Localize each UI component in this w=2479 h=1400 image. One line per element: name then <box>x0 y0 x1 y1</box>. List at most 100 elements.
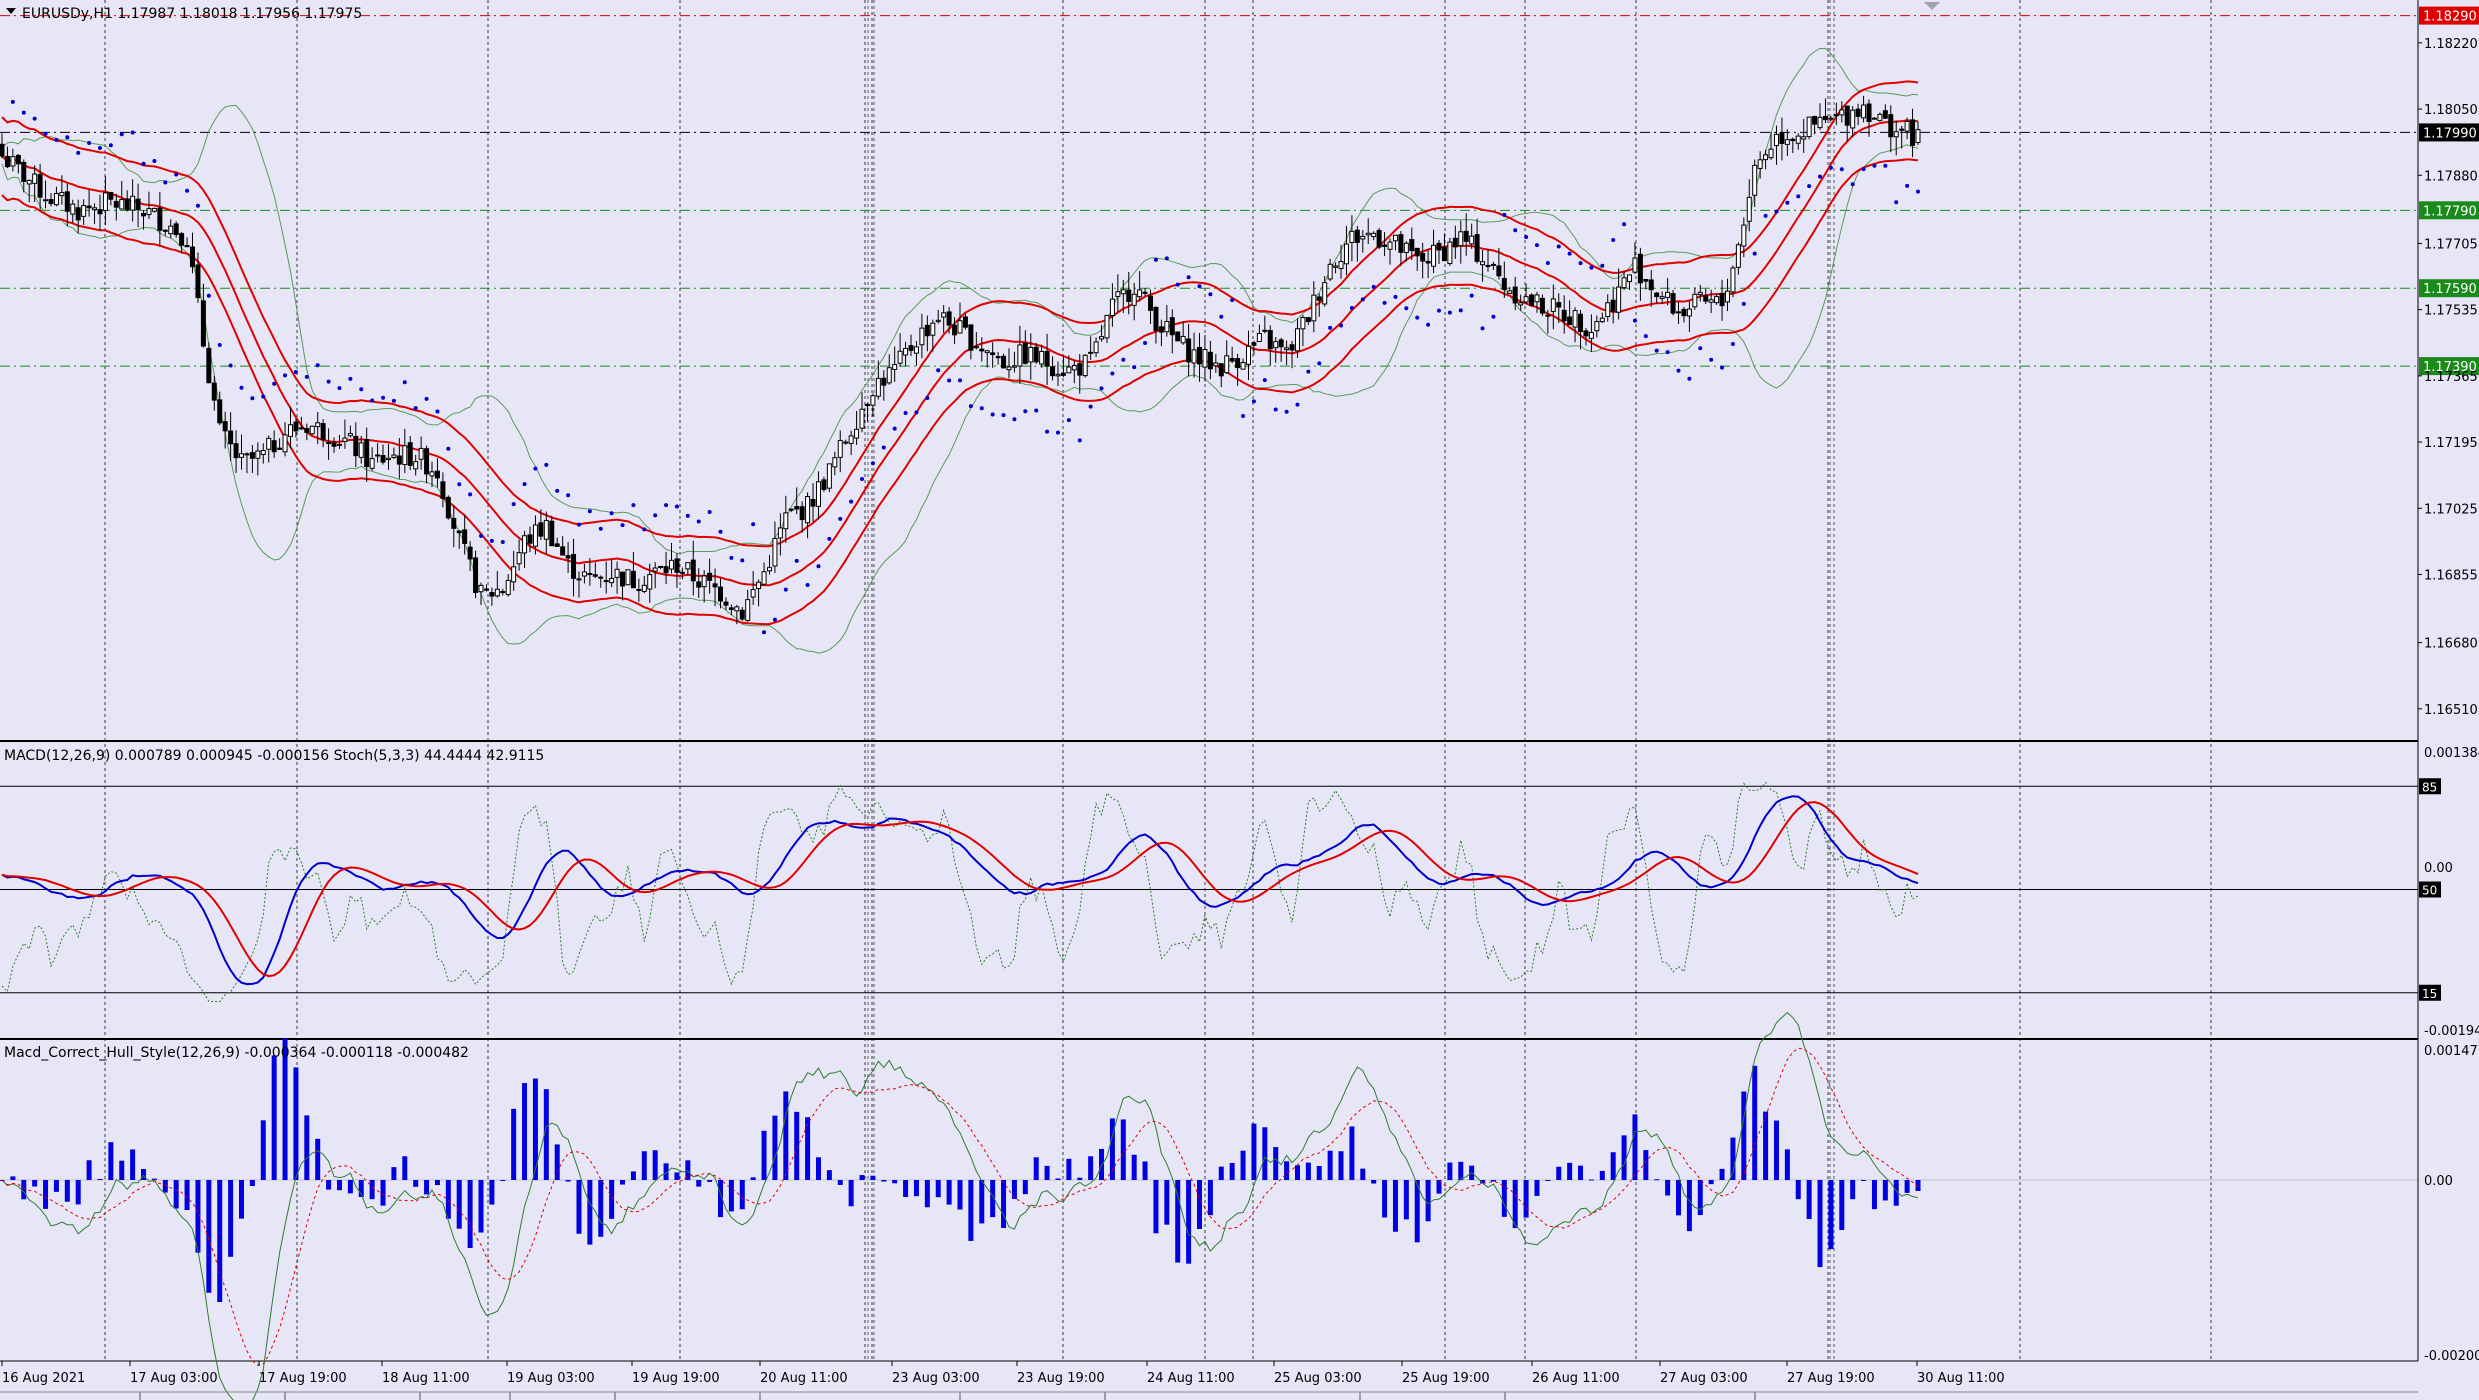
candle-body <box>1376 229 1382 248</box>
candle-body <box>728 607 734 611</box>
candle-body <box>592 574 598 577</box>
price-tick-label: 1.16680 <box>2424 637 2478 652</box>
sar-dot <box>1545 261 1550 266</box>
candle-body <box>1556 302 1562 308</box>
sar-dot <box>1513 228 1518 233</box>
candle-body <box>1822 115 1828 121</box>
candle-body <box>1262 329 1268 332</box>
price-tick-label: 1.16510 <box>2424 703 2478 718</box>
level-tag-label: 1.18290 <box>2423 10 2477 25</box>
hist-bar <box>173 1180 179 1209</box>
sar-dot <box>511 502 516 507</box>
candle-body <box>630 570 636 589</box>
hist-bar <box>620 1180 626 1185</box>
hist-bar <box>32 1180 38 1187</box>
sar-dot <box>576 522 581 527</box>
hist-bar <box>1240 1150 1246 1180</box>
price-levels: 1.18290 1.17990 1.17790 1.17590 1.17390 <box>0 6 2479 376</box>
hist-bar <box>315 1138 321 1180</box>
candle-body <box>119 199 125 210</box>
candle-body <box>336 443 342 446</box>
hist-bar <box>467 1180 473 1249</box>
sar-dot <box>413 406 418 411</box>
hist-bar <box>1817 1180 1823 1268</box>
sar-dot <box>620 523 625 528</box>
candle-body <box>124 198 130 211</box>
candle-body <box>483 588 489 591</box>
candle-body <box>734 606 740 612</box>
time-tick-label: 25 Aug 03:00 <box>1274 1371 1362 1386</box>
symbol-menu-icon[interactable] <box>6 8 16 14</box>
sar-dot <box>1077 438 1082 443</box>
candle-body <box>1251 342 1257 346</box>
candle-body <box>641 584 647 592</box>
candle-body <box>353 435 359 457</box>
candle-body <box>1398 234 1404 253</box>
hist-bar <box>1142 1161 1148 1180</box>
hist-bar <box>913 1180 919 1197</box>
candle-body <box>81 205 87 217</box>
candle-body <box>1605 302 1611 318</box>
hist-bar <box>293 1067 299 1180</box>
candle-body <box>320 423 326 441</box>
hist-bar <box>75 1180 81 1205</box>
sar-dot <box>1698 346 1703 351</box>
candle-body <box>396 455 402 465</box>
sar-dot <box>424 396 429 401</box>
sar-dot <box>141 161 146 166</box>
price-tick-label: 1.17025 <box>2424 502 2478 517</box>
sar-dot <box>696 519 701 524</box>
shift-marker-icon[interactable] <box>1924 2 1940 10</box>
hist-bar <box>1066 1158 1072 1180</box>
candle-body <box>1186 338 1192 363</box>
sar-dot <box>1534 243 1539 248</box>
candle-body <box>86 205 92 209</box>
sar-dot <box>1796 194 1801 199</box>
hist-bar <box>630 1171 636 1180</box>
candle-body <box>962 316 968 328</box>
sar-dot <box>1175 282 1180 287</box>
candle-body <box>587 573 593 576</box>
candle-body <box>1006 366 1012 371</box>
candle-body <box>1795 135 1801 144</box>
hist-bar <box>554 1144 560 1180</box>
oscillator-lines: 85 50 15 <box>0 778 2441 1003</box>
candle-body <box>1142 291 1148 294</box>
time-tick-label: 27 Aug 19:00 <box>1787 1371 1875 1386</box>
candle-body <box>1387 241 1393 250</box>
sar-dot <box>185 188 190 193</box>
candles[interactable] <box>0 95 1921 625</box>
candle-body <box>255 450 261 459</box>
candle-body <box>456 530 462 534</box>
candle-body <box>113 200 119 208</box>
candle-body <box>1828 117 1834 120</box>
sar-dot <box>522 482 527 487</box>
hull-tick-label: 0.001477 <box>2424 1044 2479 1059</box>
sar-dot <box>1262 378 1267 383</box>
hist-bar <box>1480 1180 1486 1184</box>
candle-body <box>369 458 375 469</box>
candle-body <box>375 454 381 457</box>
sar-dot <box>1273 407 1278 412</box>
sar-dot <box>1763 213 1768 218</box>
sar-dot <box>947 378 952 383</box>
hist-bar <box>685 1160 691 1180</box>
candle-body <box>1229 358 1235 362</box>
candle-body <box>1218 363 1224 377</box>
hist-bar <box>979 1180 985 1224</box>
hist-bar <box>86 1160 92 1180</box>
hist-bar <box>1436 1180 1442 1194</box>
sar-dot <box>1197 284 1202 289</box>
candle-body <box>696 581 702 588</box>
hist-bar <box>1099 1148 1105 1180</box>
hist-bar <box>402 1156 408 1180</box>
sar-dot <box>1741 301 1746 306</box>
hist-bar <box>1871 1180 1877 1210</box>
candle-body <box>1746 196 1752 222</box>
candle-body <box>690 559 696 582</box>
candle-body <box>1539 297 1545 314</box>
sar-dot <box>174 172 179 177</box>
candle-body <box>1621 277 1627 289</box>
